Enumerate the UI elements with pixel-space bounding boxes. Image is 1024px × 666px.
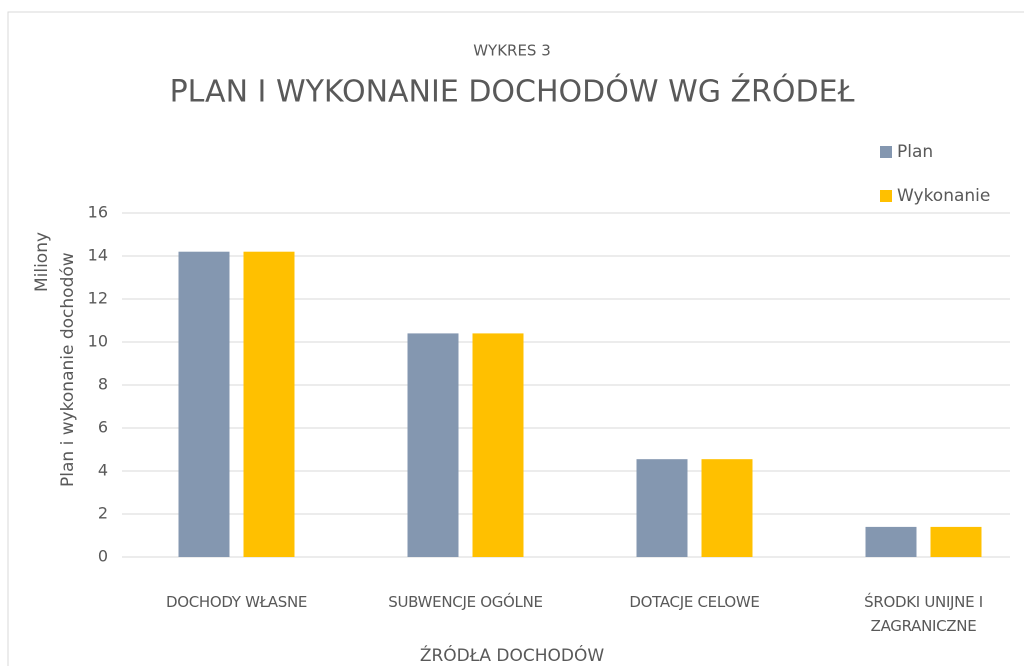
x-tick-label: ŚRODKI UNIJNE I ZAGRANICZNE (864, 593, 983, 635)
bar (407, 333, 459, 557)
y-tick-label: 12 (88, 289, 108, 308)
y-tick-label: 14 (88, 246, 108, 265)
bar (178, 251, 230, 557)
x-axis-label: ŹRÓDŁA DOCHODÓW (420, 644, 604, 666)
y-tick-label: 2 (98, 504, 108, 523)
bar (472, 333, 524, 557)
y-axis-label: Plan i wykonanie dochodów (58, 252, 78, 487)
bar (636, 459, 688, 557)
y-tick-label: 4 (98, 461, 108, 480)
x-tick-label: DOTACJE CELOWE (629, 593, 760, 611)
legend-swatch (880, 190, 892, 202)
y-axis-units: Miliony (32, 232, 52, 292)
legend-label: Plan (897, 142, 933, 162)
bar (865, 526, 917, 557)
y-tick-label: 10 (88, 332, 108, 351)
x-tick-label: SUBWENCJE OGÓLNE (388, 593, 543, 611)
x-tick-label: DOCHODY WŁASNE (165, 593, 308, 611)
legend-label: Wykonanie (897, 186, 990, 206)
bar (701, 459, 753, 557)
y-tick-label: 6 (98, 418, 108, 437)
chart-title: PLAN I WYKONANIE DOCHODÓW WG ŹRÓDEŁ (170, 73, 855, 110)
legend-swatch (880, 146, 892, 158)
y-tick-label: 16 (88, 203, 108, 222)
y-tick-label: 0 (98, 547, 108, 566)
bar (243, 251, 295, 557)
y-tick-label: 8 (98, 375, 108, 394)
chart-subtitle: WYKRES 3 (473, 42, 551, 60)
bar (930, 526, 982, 557)
